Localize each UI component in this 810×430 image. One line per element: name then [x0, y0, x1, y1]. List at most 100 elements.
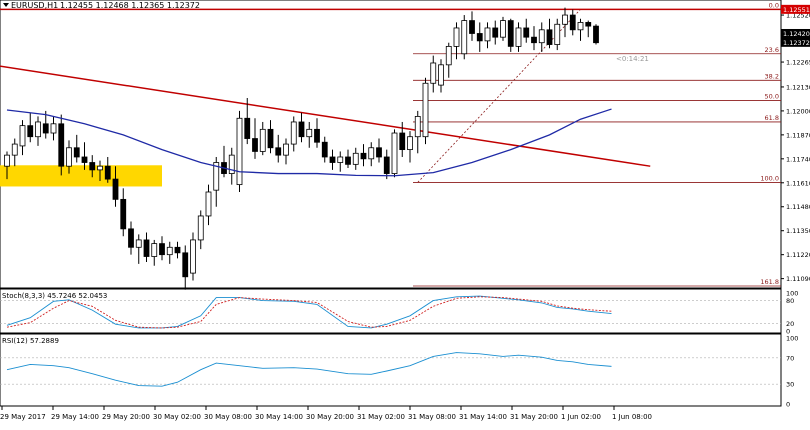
- descending-trendline: [0, 65, 651, 167]
- bull-candle: [4, 154, 10, 167]
- bear-candle: [104, 165, 111, 180]
- support-zone-layer: [0, 165, 162, 187]
- bear-candle: [174, 246, 181, 254]
- candles-layer: [4, 7, 599, 290]
- bull-candle: [66, 147, 72, 167]
- price-tick-label: 1.12130: [786, 83, 810, 91]
- bull-candle: [205, 191, 212, 217]
- bull-candle: [407, 136, 413, 151]
- price-tag-resistance: [781, 4, 810, 14]
- bear-candle: [58, 123, 65, 167]
- bear-candle: [383, 156, 390, 174]
- bull-candle: [50, 123, 57, 134]
- bear-candle: [73, 147, 80, 158]
- price-tag-current-text: 1.12372: [783, 39, 810, 47]
- bear-candle: [569, 14, 576, 31]
- bear-candle: [42, 123, 49, 134]
- time-tick-label: 30 May 02:00: [153, 413, 201, 421]
- bull-candle: [414, 116, 421, 138]
- time-tick-label: 31 May 08:00: [408, 413, 456, 421]
- bull-candle: [461, 20, 468, 55]
- fib-level-label: 100.0: [760, 174, 779, 182]
- bull-candle: [538, 29, 545, 44]
- bear-candle: [492, 27, 499, 38]
- price-axis[interactable]: 1.12520 1.12265 1.12130 1.12000 1.11870 1.117…: [781, 4, 810, 283]
- ohlc-readout: 1.12455 1.12468 1.12365 1.12372: [60, 1, 200, 10]
- price-tick-label: 1.12000: [786, 107, 810, 115]
- price-tag-resistance-text: 1.12551: [783, 6, 810, 14]
- price-tag-partial: [781, 28, 810, 38]
- support-zone: [0, 165, 162, 187]
- bull-candle: [19, 125, 26, 147]
- bear-candle: [523, 27, 530, 38]
- bear-candle: [507, 20, 514, 47]
- price-tick-label: 1.11870: [786, 131, 810, 139]
- bear-candle: [159, 243, 165, 256]
- bear-candle: [399, 132, 406, 151]
- bear-candle: [244, 117, 251, 139]
- bear-candle: [27, 125, 34, 138]
- bull-candle: [290, 121, 297, 145]
- bear-candle: [360, 152, 367, 160]
- rsi-axis-label: 30: [786, 381, 794, 389]
- stochastic-panel[interactable]: [0, 288, 782, 334]
- symbol-label: EURUSD,H1: [11, 1, 58, 10]
- price-tag-current: [781, 37, 810, 47]
- fib-level-label: 0.0: [769, 1, 779, 9]
- bull-candle: [306, 128, 313, 138]
- stochastic-label: Stoch(8,3,3) 45.7246 52.0453: [2, 292, 107, 300]
- triangle-down-icon[interactable]: [3, 3, 9, 7]
- stochastic-axis-label: 100: [786, 290, 798, 298]
- price-tag-partial-text: 1.12420: [783, 30, 810, 38]
- bull-candle: [438, 64, 444, 86]
- fibonacci-layer[interactable]: 0.0 23.6 38.2 50.0 61.8 100.0 161.8: [413, 1, 781, 287]
- bear-candle: [585, 22, 592, 27]
- bear-candle: [112, 178, 119, 200]
- moving-average-layer: [6, 108, 612, 177]
- fib-level-label: 38.2: [765, 72, 779, 80]
- bear-candle: [143, 239, 150, 257]
- fib-diagonal-line: [417, 9, 581, 183]
- bull-candle: [151, 243, 158, 257]
- price-panel[interactable]: [0, 0, 782, 289]
- bull-candle: [562, 14, 568, 25]
- time-tick-label: 31 May 02:00: [357, 413, 405, 421]
- time-tick-label: 30 May 14:00: [255, 413, 303, 421]
- fib-level-label: 23.6: [765, 46, 779, 54]
- bull-candle: [422, 82, 429, 138]
- price-tick-label: 1.11740: [786, 155, 810, 163]
- fib-level-label: 50.0: [765, 93, 779, 101]
- bull-candle: [166, 246, 173, 256]
- bear-candle: [376, 147, 382, 158]
- bull-candle: [283, 143, 289, 156]
- drawn-lines-layer[interactable]: [0, 8, 781, 167]
- bear-candle: [314, 128, 320, 143]
- bear-candle: [298, 121, 305, 138]
- time-tick-label: 29 May 20:00: [102, 413, 150, 421]
- rsi-lines: [0, 352, 781, 387]
- bull-candle: [484, 27, 491, 42]
- stochastic-lines: [0, 295, 781, 329]
- bull-candle: [97, 165, 103, 171]
- time-tick-label: 29 May 14:00: [51, 413, 99, 421]
- time-tick-label: 31 May 14:00: [459, 413, 507, 421]
- bull-candle: [391, 132, 398, 174]
- bull-candle: [453, 27, 460, 47]
- bull-candle: [352, 152, 359, 165]
- time-axis: 29 May 2017 29 May 14:00 29 May 20:00 30 Ma…: [0, 406, 652, 421]
- bear-candle: [252, 138, 258, 152]
- bull-candle: [500, 20, 506, 38]
- time-tick-label: 1 Jun 02:00: [561, 413, 601, 421]
- time-tick-label: 30 May 08:00: [204, 413, 252, 421]
- bull-candle: [228, 154, 235, 174]
- moving-average-line: [6, 108, 612, 177]
- stochastic-axis-label: 0: [786, 328, 790, 336]
- price-tick-label: 1.11480: [786, 203, 810, 211]
- bear-candle: [89, 162, 96, 171]
- bear-candle: [531, 36, 537, 44]
- rsi-axis-label: 70: [786, 354, 794, 362]
- price-tick-label: 1.11220: [786, 251, 810, 259]
- time-tick-label: 29 May 2017: [0, 413, 46, 421]
